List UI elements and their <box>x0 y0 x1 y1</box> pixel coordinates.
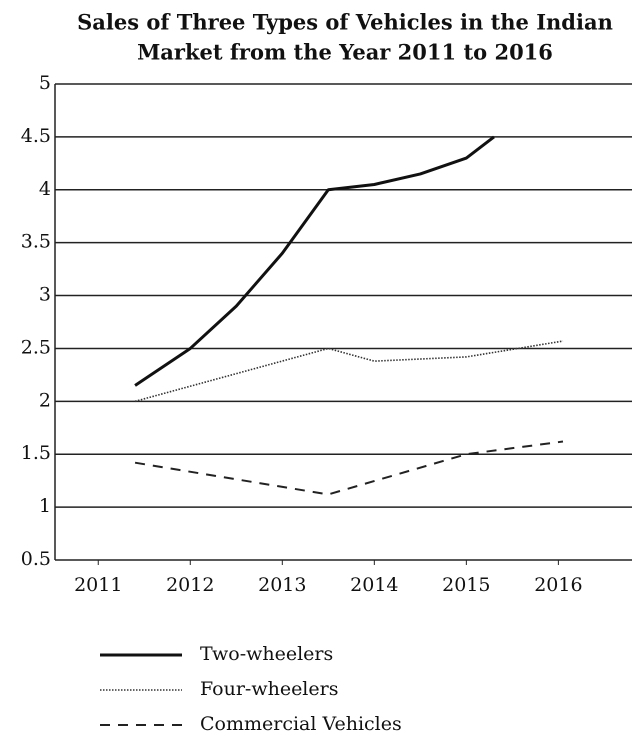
x-tick-label: 2011 <box>74 574 122 596</box>
x-tick-label: 2016 <box>534 574 582 596</box>
y-tick-label: 0.5 <box>21 548 51 570</box>
y-tick-label: 2.5 <box>21 336 51 358</box>
x-tick-label: 2015 <box>442 574 490 596</box>
series-line <box>134 340 564 403</box>
legend-label: Two-wheelers <box>200 643 333 665</box>
chart-title: Sales of Three Types of Vehicles in the … <box>77 10 613 35</box>
x-tick-label: 2012 <box>166 574 214 596</box>
series-line <box>134 135 495 387</box>
chart-title: Market from the Year 2011 to 2016 <box>137 40 553 65</box>
y-tick-label: 4 <box>39 178 51 200</box>
y-tick-label: 5 <box>39 72 51 94</box>
legend-label: Commercial Vehicles <box>200 713 402 735</box>
y-tick-label: 3.5 <box>21 231 51 253</box>
series-line <box>134 440 564 496</box>
y-tick-label: 2 <box>39 389 51 411</box>
y-tick-label: 1.5 <box>21 442 51 464</box>
y-tick-label: 3 <box>39 284 51 306</box>
x-tick-label: 2014 <box>350 574 398 596</box>
x-tick-label: 2013 <box>258 574 306 596</box>
y-tick-label: 4.5 <box>21 125 51 147</box>
legend-label: Four-wheelers <box>200 678 338 700</box>
y-tick-label: 1 <box>39 495 51 517</box>
